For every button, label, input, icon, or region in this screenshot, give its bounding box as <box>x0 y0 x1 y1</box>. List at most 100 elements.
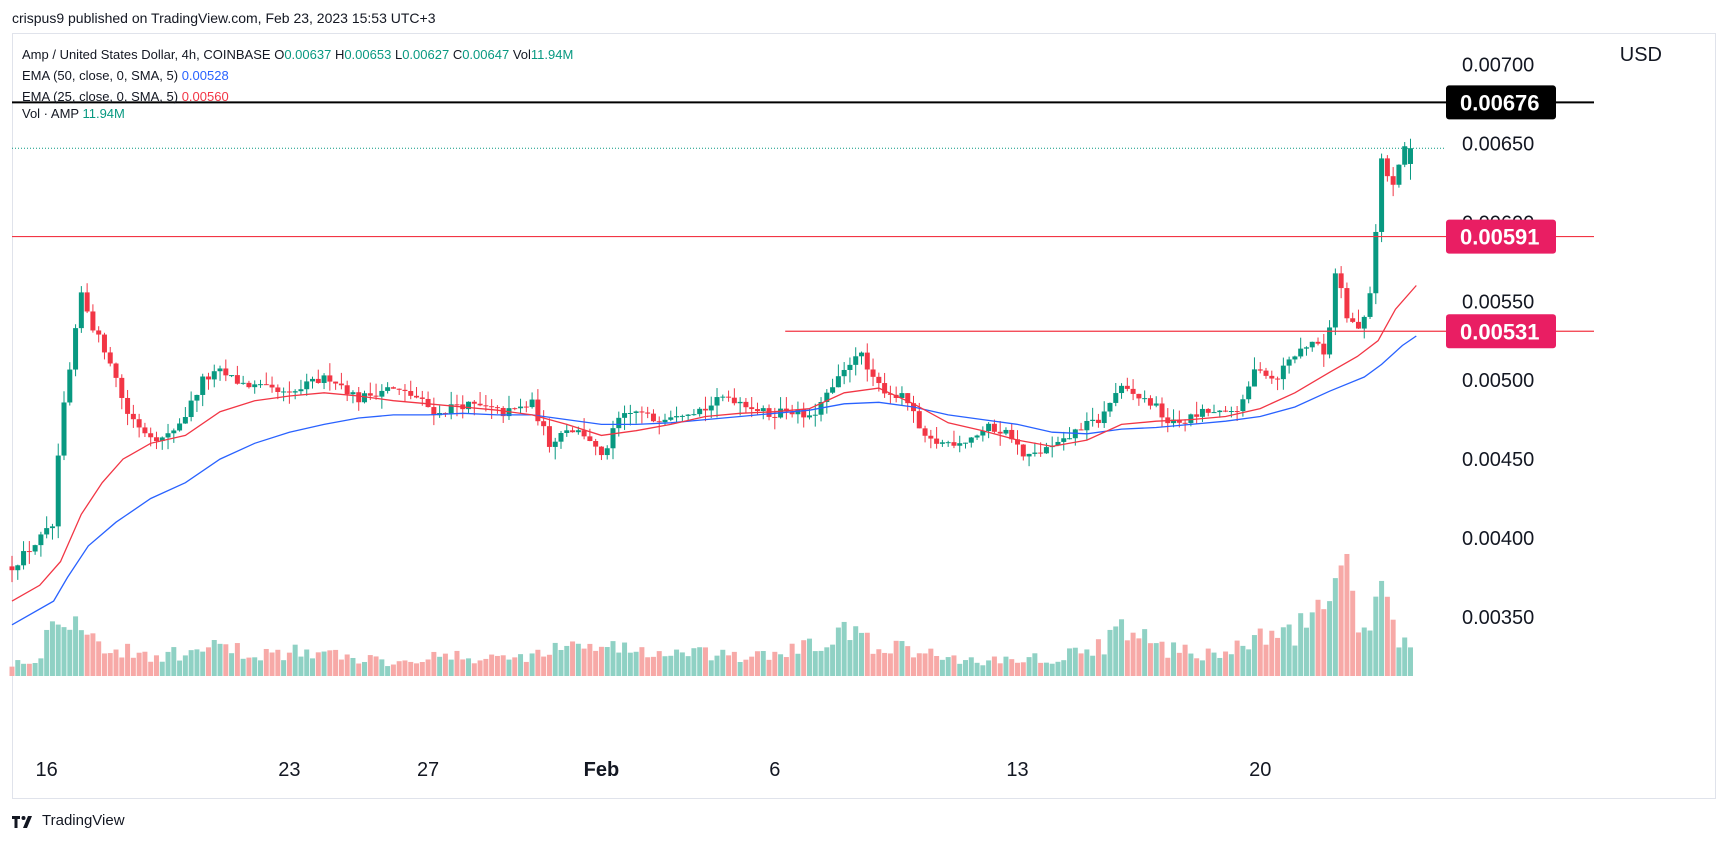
chart-frame[interactable] <box>12 33 1716 799</box>
volume-bar <box>674 649 680 676</box>
candle-body <box>616 417 622 429</box>
volume-bar <box>1049 663 1055 676</box>
volume-bar <box>38 658 44 676</box>
candle-body <box>321 375 327 383</box>
volume-row[interactable]: Vol · AMP 11.94M <box>22 107 573 121</box>
candle-body <box>32 545 38 552</box>
volume-bar <box>269 652 275 676</box>
volume-bar <box>564 645 570 676</box>
candle-body <box>593 441 599 447</box>
candle-body <box>997 431 1003 434</box>
candle-body <box>96 330 102 335</box>
volume-bar <box>916 653 922 676</box>
volume-bar <box>338 659 344 676</box>
volume-bar <box>437 656 443 676</box>
candle-body <box>148 433 154 438</box>
level-tag <box>1446 314 1556 349</box>
candle-body <box>737 401 743 404</box>
volume-bar <box>783 657 789 676</box>
ema50-label[interactable]: EMA (50, close, 0, SMA, 5) <box>22 68 179 83</box>
volume-bar <box>419 662 425 676</box>
candle-body <box>15 565 21 571</box>
candle-body <box>1263 370 1269 376</box>
candle-body <box>177 423 183 431</box>
volume-bar <box>963 660 969 676</box>
candle-body <box>171 430 177 434</box>
candle-body <box>1176 419 1182 423</box>
ema50-row[interactable]: EMA (50, close, 0, SMA, 5) 0.00528 <box>22 65 573 86</box>
candle-body <box>44 528 50 535</box>
candle-body <box>518 406 524 409</box>
candle-body <box>1199 408 1205 417</box>
candle-body <box>512 408 518 410</box>
symbol-name[interactable]: Amp / United States Dollar, 4h, COINBASE <box>22 47 271 62</box>
volume-bar <box>656 651 662 676</box>
volume-bar <box>737 662 743 676</box>
candle-body <box>125 397 131 414</box>
candle-body <box>783 408 789 412</box>
candle-body <box>731 397 737 404</box>
volume-bar <box>153 655 159 676</box>
candle-body <box>1119 385 1125 394</box>
candle-body <box>1251 369 1257 387</box>
ema25-label[interactable]: EMA (25, close, 0, SMA, 5) <box>22 89 179 104</box>
volume-bar <box>795 653 801 676</box>
volume-bar <box>442 653 448 676</box>
volume-bar <box>101 653 107 676</box>
volume-bar <box>1119 619 1125 676</box>
volume-bar <box>1390 619 1396 676</box>
volume-bar <box>1269 630 1275 676</box>
volume-bar <box>1373 596 1379 676</box>
candle-body <box>310 378 316 382</box>
symbol-row[interactable]: Amp / United States Dollar, 4h, COINBASE… <box>22 44 573 65</box>
candle-body <box>1015 439 1021 445</box>
volume-bar <box>1061 660 1067 676</box>
candle-body <box>968 437 974 443</box>
volume-bar <box>90 633 96 676</box>
volume-bar <box>1009 659 1015 676</box>
footer-brand[interactable]: TradingView <box>12 812 125 829</box>
candle-body <box>639 411 645 413</box>
candle-body <box>1355 321 1361 329</box>
candle-body <box>812 414 818 416</box>
volume-bar <box>61 627 67 676</box>
candle-body <box>211 371 217 380</box>
x-tick-label: 20 <box>1249 759 1271 781</box>
candle-body <box>939 442 945 444</box>
ema25-row[interactable]: EMA (25, close, 0, SMA, 5) 0.00560 <box>22 86 573 107</box>
volume-bar <box>448 659 454 676</box>
volume-bar <box>864 632 870 676</box>
volume-bar <box>899 641 905 676</box>
candle-body <box>113 363 119 378</box>
low-label: L <box>394 47 403 62</box>
candle-body <box>1095 419 1101 424</box>
volume-bar <box>431 651 437 676</box>
candle-body <box>743 401 749 408</box>
candle-body <box>656 421 662 423</box>
candle-body <box>1280 365 1286 380</box>
volume-bar <box>1344 553 1350 676</box>
volume-bar <box>1171 642 1177 676</box>
candle-body <box>367 393 373 396</box>
candle-body <box>1194 414 1200 417</box>
open-value: 0.00637 <box>284 47 332 62</box>
level-tag <box>1446 85 1556 120</box>
volume-bar <box>1338 565 1344 676</box>
candle-body <box>864 352 870 370</box>
volume-bar <box>1205 648 1211 676</box>
candle-body <box>1396 164 1402 185</box>
candle-body <box>610 428 616 449</box>
candle-body <box>1101 411 1107 424</box>
candle-body <box>379 390 385 397</box>
candle-body <box>1067 438 1073 440</box>
volume-bar <box>454 650 460 676</box>
volume-label[interactable]: Vol · AMP <box>22 106 79 121</box>
volume-bar <box>263 648 269 676</box>
volume-bar <box>211 640 217 676</box>
ema50-value: 0.00528 <box>181 68 229 83</box>
volume-bar <box>1355 632 1361 676</box>
candle-body <box>466 401 472 410</box>
volume-bar <box>1361 627 1367 676</box>
y-tick-label: 0.00700 <box>1462 55 1534 77</box>
